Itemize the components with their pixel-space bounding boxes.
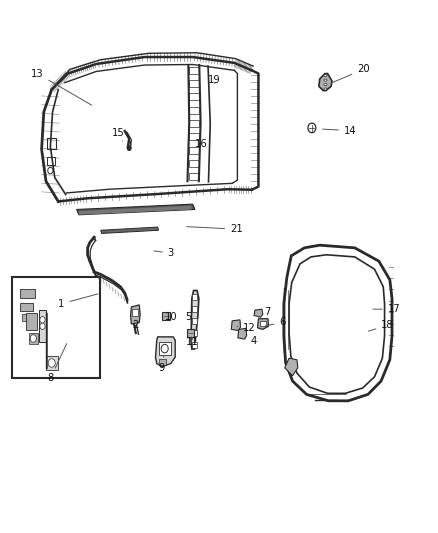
Bar xyxy=(22,314,32,321)
Text: 11: 11 xyxy=(186,337,199,347)
Text: 15: 15 xyxy=(112,128,125,141)
Text: 10: 10 xyxy=(165,312,177,322)
Circle shape xyxy=(308,123,316,133)
Polygon shape xyxy=(258,319,268,329)
Bar xyxy=(192,329,197,336)
Bar xyxy=(189,107,199,114)
Bar xyxy=(189,93,199,100)
Text: 1: 1 xyxy=(58,294,98,309)
Text: 5: 5 xyxy=(185,309,193,322)
Bar xyxy=(47,157,55,165)
Bar xyxy=(189,67,199,74)
Text: 6: 6 xyxy=(265,318,286,327)
Bar xyxy=(189,173,199,180)
Bar xyxy=(189,160,199,167)
Polygon shape xyxy=(155,337,175,367)
Text: 21: 21 xyxy=(187,224,243,234)
Bar xyxy=(260,321,266,326)
Polygon shape xyxy=(101,227,159,233)
Text: 13: 13 xyxy=(31,69,92,105)
Bar xyxy=(12,277,100,378)
Bar xyxy=(189,120,199,127)
Circle shape xyxy=(48,359,55,367)
Bar xyxy=(189,133,199,140)
Ellipse shape xyxy=(324,79,327,81)
Circle shape xyxy=(161,344,168,353)
Bar xyxy=(29,333,38,344)
Polygon shape xyxy=(289,255,385,393)
Polygon shape xyxy=(284,245,392,401)
Bar xyxy=(159,342,171,355)
Text: 4: 4 xyxy=(243,336,257,346)
Polygon shape xyxy=(319,74,332,91)
Text: 8: 8 xyxy=(47,344,67,383)
Text: 9: 9 xyxy=(159,356,165,373)
Text: 2: 2 xyxy=(133,320,139,330)
Ellipse shape xyxy=(324,88,327,90)
Bar xyxy=(20,289,35,298)
Circle shape xyxy=(48,167,53,174)
Polygon shape xyxy=(231,320,240,330)
Circle shape xyxy=(127,146,131,150)
Bar xyxy=(189,147,199,154)
Polygon shape xyxy=(238,328,247,339)
Bar xyxy=(132,309,138,316)
Bar xyxy=(159,359,166,365)
Bar xyxy=(162,312,170,320)
Bar xyxy=(192,318,197,324)
Text: 7: 7 xyxy=(258,307,270,317)
Text: 3: 3 xyxy=(154,248,174,258)
Bar xyxy=(46,356,58,370)
Ellipse shape xyxy=(324,84,327,86)
Text: 17: 17 xyxy=(373,304,401,314)
Text: 14: 14 xyxy=(322,126,357,135)
Polygon shape xyxy=(191,290,199,349)
Bar xyxy=(187,329,194,337)
Bar xyxy=(189,80,199,87)
Polygon shape xyxy=(77,204,195,215)
Bar xyxy=(192,306,197,312)
Circle shape xyxy=(30,335,36,342)
Bar xyxy=(47,138,56,149)
Bar xyxy=(192,342,197,348)
Text: 16: 16 xyxy=(195,139,208,149)
Bar xyxy=(39,310,46,342)
Circle shape xyxy=(40,317,45,323)
Circle shape xyxy=(40,323,45,329)
Polygon shape xyxy=(131,305,140,324)
Text: 19: 19 xyxy=(208,75,221,85)
Polygon shape xyxy=(254,309,263,317)
Bar xyxy=(192,294,197,300)
Bar xyxy=(20,303,33,311)
Text: 20: 20 xyxy=(331,64,370,83)
Text: 12: 12 xyxy=(237,323,256,333)
Text: 18: 18 xyxy=(368,320,394,331)
Ellipse shape xyxy=(324,75,327,77)
Polygon shape xyxy=(79,206,191,215)
Polygon shape xyxy=(285,358,298,376)
Bar xyxy=(26,313,37,330)
